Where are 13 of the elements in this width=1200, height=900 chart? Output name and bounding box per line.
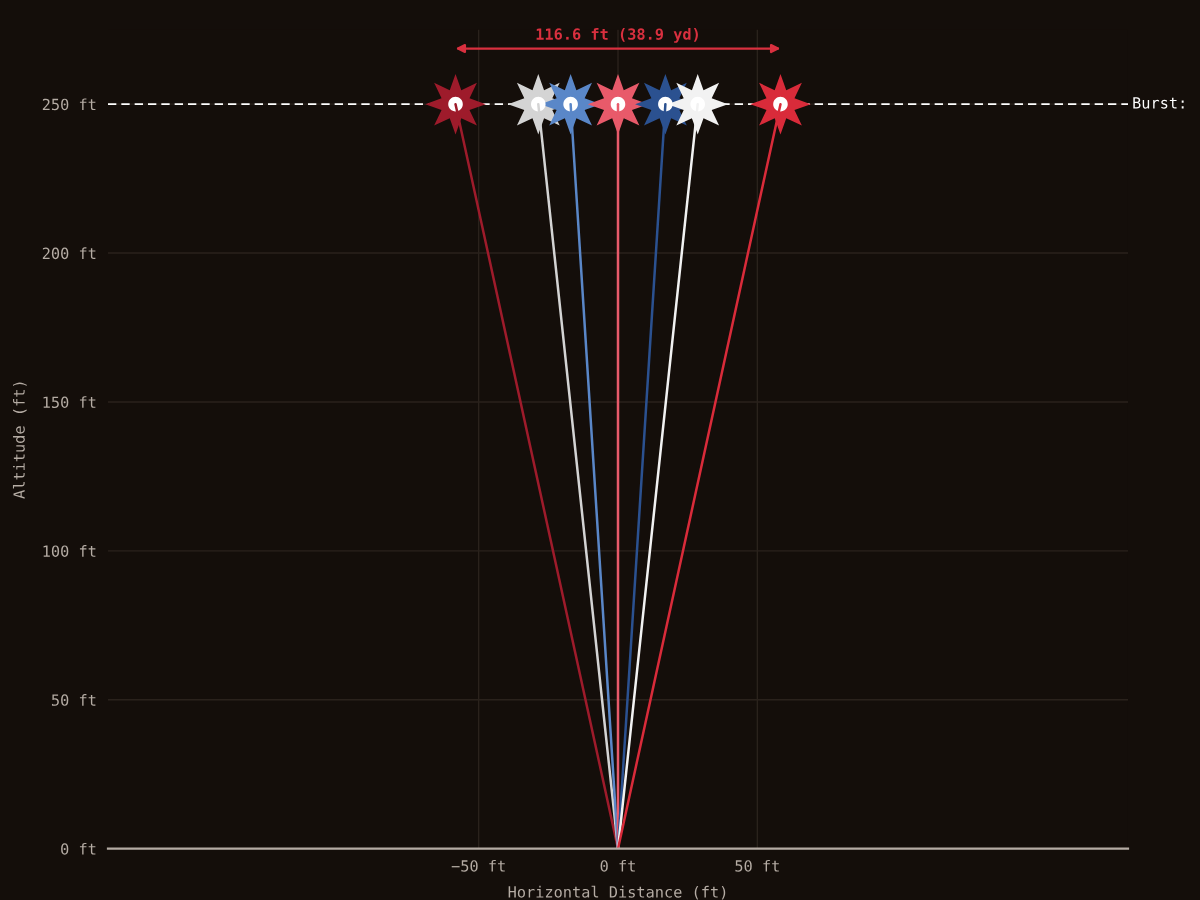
x-axis-title: Horizontal Distance (ft) (508, 885, 726, 900)
annotation: 116.6 ft (38.9 yd) (536, 28, 698, 43)
x-tick-label: −50 ft (451, 859, 505, 872)
y-tick-label: 200 ft (42, 247, 96, 260)
y-tick-label: 100 ft (43, 545, 96, 557)
y-tick-label: 250 ft (42, 98, 96, 111)
y-tick-label: 50 ft (51, 694, 96, 706)
ref-line-label: Burst: (1133, 97, 1184, 109)
y-tick-label: 150 ft (43, 396, 96, 409)
y-axis-title: Altitude (ft) (12, 382, 27, 499)
x-tick-label: 0 ft (600, 859, 635, 872)
y-tick-label: 0 ft (61, 842, 96, 855)
x-tick-label: 50 ft (735, 859, 779, 872)
